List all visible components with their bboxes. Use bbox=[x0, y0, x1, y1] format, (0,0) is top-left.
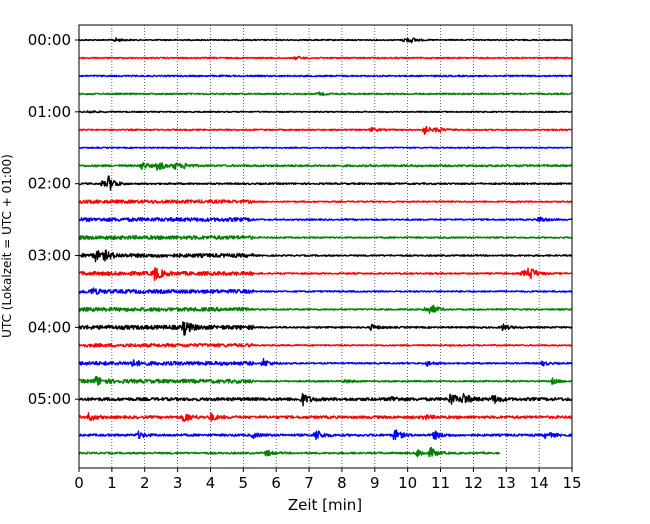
seismic-trace-row-0 bbox=[78, 37, 573, 44]
x-tick-label: 15 bbox=[562, 474, 581, 492]
seismic-trace-row-20 bbox=[78, 392, 573, 407]
y-tick-label: 05:00 bbox=[28, 390, 71, 408]
y-tick-label: 04:00 bbox=[28, 318, 71, 336]
x-tick-label: 6 bbox=[271, 474, 281, 492]
x-tick-label: 13 bbox=[497, 474, 516, 492]
x-tick-label: 4 bbox=[206, 474, 216, 492]
seismic-trace-row-22 bbox=[78, 429, 573, 441]
x-tick-label: 1 bbox=[107, 474, 117, 492]
grid-lines bbox=[111, 25, 540, 468]
y-tick-label: 01:00 bbox=[28, 103, 71, 121]
y-tick-label: 00:00 bbox=[28, 31, 71, 49]
seismic-trace-row-19 bbox=[78, 375, 573, 386]
x-axis-label: Zeit [min] bbox=[288, 496, 362, 514]
seismic-trace-row-1 bbox=[78, 55, 573, 61]
x-tick-label: 5 bbox=[239, 474, 249, 492]
seismic-trace-row-4 bbox=[78, 110, 573, 114]
y-axis-ticks: 00:00 01:00 02:00 03:00 04:00 05:00 bbox=[28, 31, 79, 408]
seismic-trace-row-15 bbox=[78, 304, 573, 315]
x-tick-label: 10 bbox=[398, 474, 417, 492]
y-tick-label: 03:00 bbox=[28, 247, 71, 265]
x-tick-label: 3 bbox=[173, 474, 183, 492]
x-tick-label: 8 bbox=[337, 474, 347, 492]
seismic-trace-row-2 bbox=[78, 74, 573, 78]
seismic-trace-row-3 bbox=[78, 91, 573, 96]
seismic-trace-row-23 bbox=[78, 446, 501, 458]
seismic-trace-row-21 bbox=[78, 412, 573, 423]
x-tick-label: 2 bbox=[140, 474, 150, 492]
seismic-trace-row-10 bbox=[78, 216, 573, 223]
x-axis-ticks: 0 1 2 3 4 5 6 7 8 9 10 11 12 13 14 15 bbox=[74, 468, 582, 492]
seismic-trace-row-7 bbox=[78, 162, 573, 171]
x-tick-label: 9 bbox=[370, 474, 380, 492]
seismic-trace-row-11 bbox=[78, 235, 573, 241]
plot-frame bbox=[78, 24, 573, 469]
seismic-trace-row-17 bbox=[78, 342, 573, 348]
seismic-trace-row-6 bbox=[78, 146, 573, 150]
y-axis-label: UTC (Lokalzeit = UTC + 01:00) bbox=[0, 154, 14, 338]
y-tick-label: 02:00 bbox=[28, 175, 71, 193]
x-tick-label: 14 bbox=[530, 474, 549, 492]
seismic-trace-row-13 bbox=[78, 266, 573, 281]
seismic-trace-row-5 bbox=[78, 125, 573, 135]
x-tick-label: 7 bbox=[304, 474, 314, 492]
seismic-trace-row-9 bbox=[78, 199, 573, 204]
x-tick-label: 0 bbox=[74, 474, 84, 492]
seismic-trace-row-18 bbox=[78, 357, 573, 367]
seismic-trace-row-16 bbox=[78, 321, 573, 336]
x-tick-label: 12 bbox=[464, 474, 483, 492]
seismic-trace-row-8 bbox=[78, 175, 573, 191]
seismic-trace-row-14 bbox=[78, 287, 573, 295]
trace-lines bbox=[78, 37, 573, 458]
seismic-trace-row-12 bbox=[78, 249, 573, 263]
x-tick-label: 11 bbox=[431, 474, 450, 492]
